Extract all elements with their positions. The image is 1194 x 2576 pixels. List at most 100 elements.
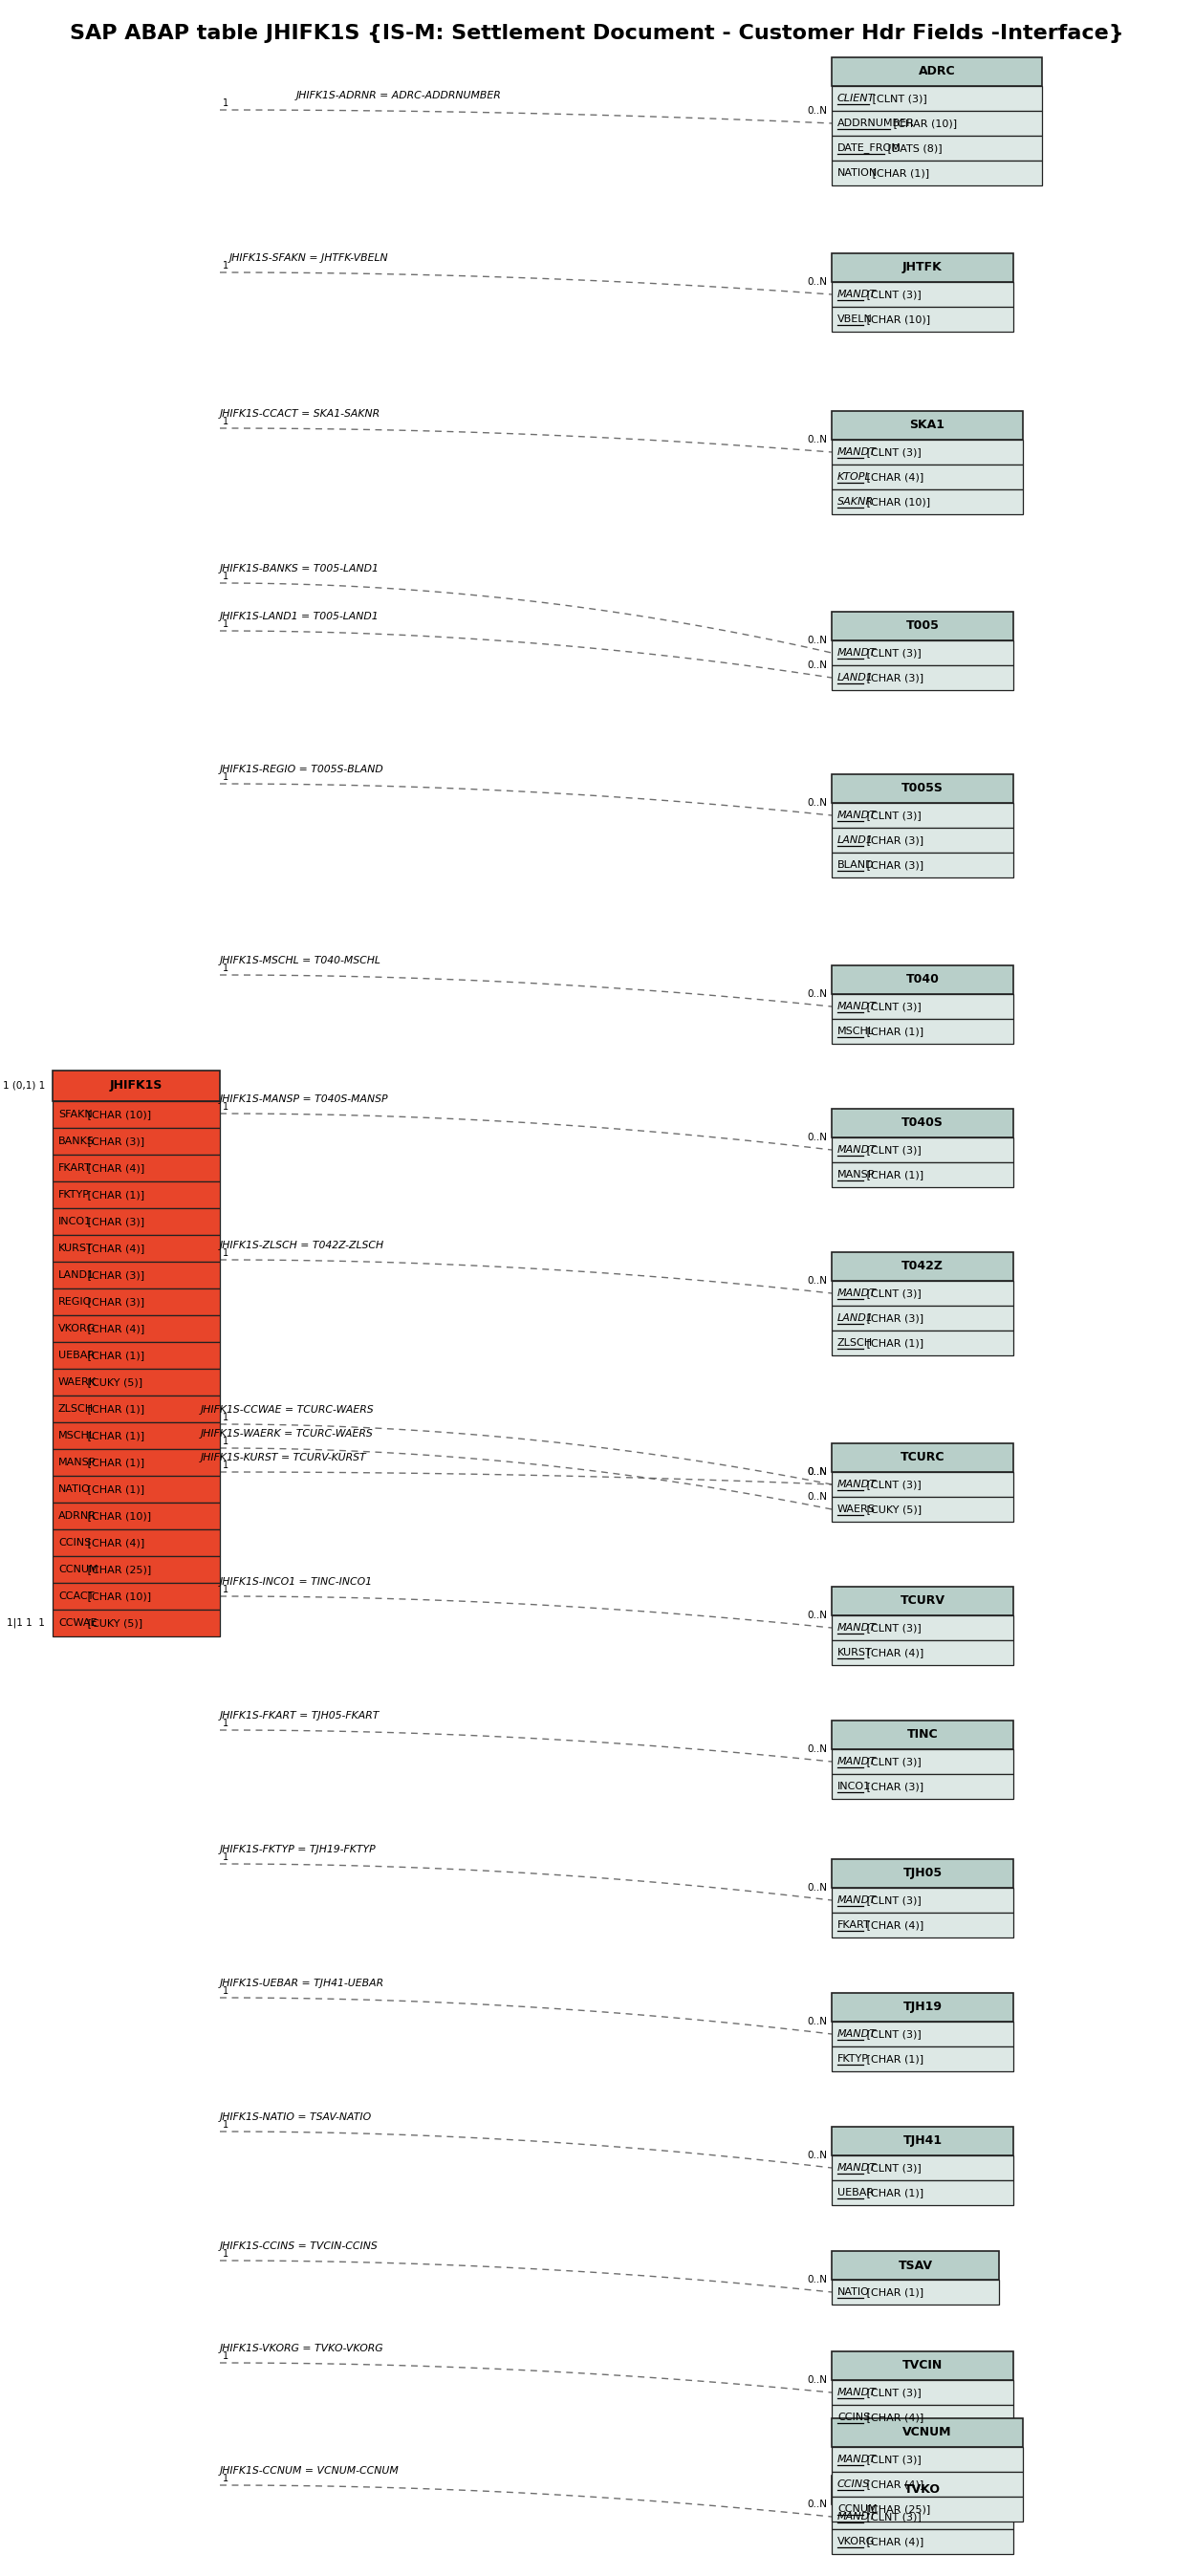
- Text: JHIFK1S-CCACT = SKA1-SAKNR: JHIFK1S-CCACT = SKA1-SAKNR: [220, 410, 381, 420]
- FancyBboxPatch shape: [832, 827, 1014, 853]
- Text: [CLNT (3)]: [CLNT (3)]: [863, 1896, 922, 1906]
- Text: CCNUM: CCNUM: [837, 2504, 878, 2514]
- FancyBboxPatch shape: [832, 111, 1042, 137]
- Text: 1: 1: [223, 2352, 228, 2362]
- Text: T005: T005: [906, 621, 940, 631]
- Text: MANDT: MANDT: [837, 1146, 876, 1154]
- FancyBboxPatch shape: [832, 440, 1023, 464]
- Text: TVCIN: TVCIN: [903, 2360, 943, 2372]
- FancyBboxPatch shape: [53, 1396, 220, 1422]
- Text: VBELN: VBELN: [837, 314, 873, 325]
- Text: [CLNT (3)]: [CLNT (3)]: [863, 1623, 922, 1633]
- Text: BANKS: BANKS: [59, 1136, 94, 1146]
- FancyBboxPatch shape: [832, 641, 1014, 665]
- Text: SAKNR: SAKNR: [837, 497, 874, 507]
- Text: FKART: FKART: [59, 1164, 92, 1172]
- FancyBboxPatch shape: [832, 464, 1023, 489]
- Text: WAERS: WAERS: [837, 1504, 875, 1515]
- Text: MSCHL: MSCHL: [59, 1430, 96, 1440]
- Text: 1: 1: [223, 2120, 228, 2130]
- Text: [CLNT (3)]: [CLNT (3)]: [863, 811, 922, 819]
- Text: LAND1: LAND1: [837, 835, 874, 845]
- FancyBboxPatch shape: [53, 1422, 220, 1450]
- Text: T040: T040: [906, 974, 940, 987]
- Text: CLIENT: CLIENT: [837, 93, 875, 103]
- Text: LAND1: LAND1: [837, 672, 874, 683]
- Text: 1: 1: [223, 1103, 228, 1113]
- Text: JHIFK1S-KURST = TCURV-KURST: JHIFK1S-KURST = TCURV-KURST: [201, 1453, 367, 1463]
- Text: 1: 1: [223, 1852, 228, 1862]
- Text: [CHAR (1)]: [CHAR (1)]: [85, 1350, 144, 1360]
- Text: MANDT: MANDT: [837, 811, 876, 819]
- Text: JHIFK1S-FKTYP = TJH19-FKTYP: JHIFK1S-FKTYP = TJH19-FKTYP: [220, 1844, 376, 1855]
- FancyBboxPatch shape: [832, 1888, 1014, 1911]
- Text: T040S: T040S: [901, 1118, 943, 1128]
- Text: 0..N: 0..N: [807, 2151, 827, 2161]
- Text: [CHAR (1)]: [CHAR (1)]: [85, 1484, 144, 1494]
- Text: [CHAR (3)]: [CHAR (3)]: [85, 1270, 144, 1280]
- Text: [CHAR (3)]: [CHAR (3)]: [863, 835, 924, 845]
- Text: 1|1 1  1: 1|1 1 1: [7, 1618, 45, 1628]
- Text: [CHAR (25)]: [CHAR (25)]: [85, 1564, 152, 1574]
- FancyBboxPatch shape: [832, 1911, 1014, 1937]
- Text: [CUKY (5)]: [CUKY (5)]: [85, 1378, 143, 1386]
- Text: ADDRNUMBER: ADDRNUMBER: [837, 118, 915, 129]
- FancyBboxPatch shape: [53, 1288, 220, 1316]
- FancyBboxPatch shape: [53, 1610, 220, 1636]
- Text: [CHAR (1)]: [CHAR (1)]: [85, 1190, 144, 1200]
- Text: SAP ABAP table JHIFK1S {IS-M: Settlement Document - Customer Hdr Fields -Interfa: SAP ABAP table JHIFK1S {IS-M: Settlement…: [70, 23, 1124, 44]
- FancyBboxPatch shape: [53, 1128, 220, 1154]
- Text: TSAV: TSAV: [898, 2259, 933, 2272]
- Text: [CHAR (1)]: [CHAR (1)]: [85, 1430, 144, 1440]
- Text: TINC: TINC: [907, 1728, 938, 1741]
- Text: 0..N: 0..N: [807, 2375, 827, 2385]
- FancyBboxPatch shape: [832, 2179, 1014, 2205]
- Text: [CHAR (3)]: [CHAR (3)]: [85, 1298, 144, 1306]
- Text: [CHAR (4)]: [CHAR (4)]: [85, 1538, 144, 1548]
- Text: LAND1: LAND1: [59, 1270, 94, 1280]
- Text: 0..N: 0..N: [807, 2275, 827, 2285]
- Text: 0..N: 0..N: [807, 1883, 827, 1893]
- Text: [CHAR (10)]: [CHAR (10)]: [890, 118, 958, 129]
- Text: MANDT: MANDT: [837, 1896, 876, 1906]
- FancyBboxPatch shape: [832, 1497, 1014, 1522]
- Text: 1: 1: [223, 572, 228, 582]
- Text: MANDT: MANDT: [837, 2164, 876, 2172]
- FancyBboxPatch shape: [832, 966, 1014, 994]
- Text: 1 (0,1) 1: 1 (0,1) 1: [2, 1082, 45, 1090]
- Text: [CLNT (3)]: [CLNT (3)]: [863, 2164, 922, 2172]
- FancyBboxPatch shape: [832, 2473, 1023, 2496]
- Text: FKTYP: FKTYP: [59, 1190, 90, 1200]
- FancyBboxPatch shape: [832, 1994, 1014, 2022]
- Text: [CHAR (10)]: [CHAR (10)]: [863, 497, 931, 507]
- Text: [CHAR (1)]: [CHAR (1)]: [869, 167, 929, 178]
- FancyBboxPatch shape: [832, 2530, 1014, 2553]
- Text: [CHAR (1)]: [CHAR (1)]: [863, 1028, 924, 1036]
- Text: ADRNR: ADRNR: [59, 1512, 97, 1520]
- Text: [CLNT (3)]: [CLNT (3)]: [863, 448, 922, 456]
- Text: [CLNT (3)]: [CLNT (3)]: [863, 2512, 922, 2522]
- Text: VCNUM: VCNUM: [903, 2427, 952, 2439]
- Text: JHIFK1S-WAERK = TCURC-WAERS: JHIFK1S-WAERK = TCURC-WAERS: [201, 1430, 374, 1437]
- Text: KURST: KURST: [837, 1649, 873, 1656]
- FancyBboxPatch shape: [832, 994, 1014, 1020]
- Text: [CLNT (3)]: [CLNT (3)]: [863, 2455, 922, 2465]
- Text: JHTFK: JHTFK: [903, 260, 942, 273]
- FancyBboxPatch shape: [832, 1443, 1014, 1471]
- FancyBboxPatch shape: [832, 1615, 1014, 1641]
- FancyBboxPatch shape: [832, 2352, 1014, 2380]
- FancyBboxPatch shape: [53, 1556, 220, 1582]
- Text: DATE_FROM: DATE_FROM: [837, 142, 901, 155]
- Text: [CHAR (3)]: [CHAR (3)]: [863, 860, 924, 871]
- Text: 1: 1: [223, 2473, 228, 2483]
- FancyBboxPatch shape: [53, 1530, 220, 1556]
- Text: MANDT: MANDT: [837, 1002, 876, 1012]
- FancyBboxPatch shape: [832, 2128, 1014, 2156]
- Text: TCURC: TCURC: [900, 1450, 944, 1463]
- FancyBboxPatch shape: [832, 137, 1042, 160]
- Text: JHIFK1S-MANSP = T040S-MANSP: JHIFK1S-MANSP = T040S-MANSP: [220, 1095, 388, 1105]
- Text: 0..N: 0..N: [807, 278, 827, 286]
- Text: MANDT: MANDT: [837, 1757, 876, 1767]
- FancyBboxPatch shape: [832, 1641, 1014, 1664]
- Text: MANDT: MANDT: [837, 1623, 876, 1633]
